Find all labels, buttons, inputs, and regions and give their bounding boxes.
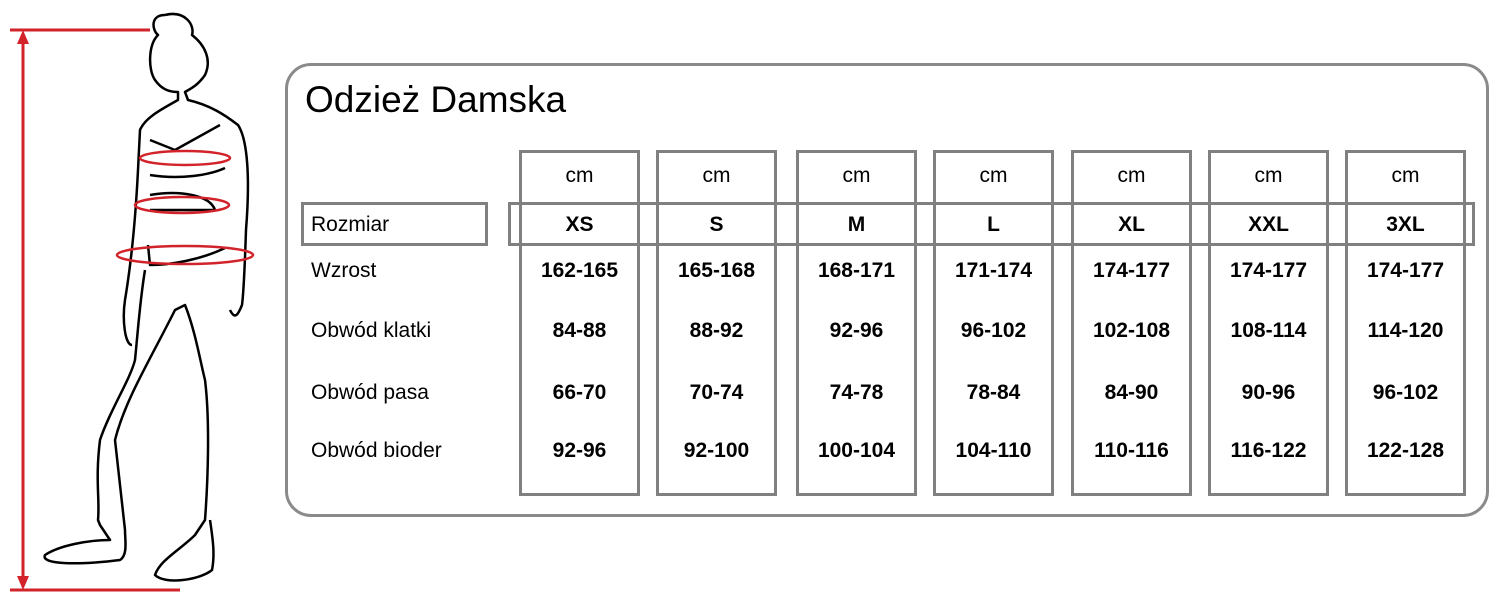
value-cell: 104-110: [955, 439, 1032, 462]
value-cell: 174-177: [1092, 259, 1171, 282]
value-cell: 66-70: [552, 381, 607, 404]
value-cell: 116-122: [1230, 439, 1307, 462]
unit-label: cm: [702, 164, 731, 187]
value-cell: 92-96: [829, 319, 884, 342]
value-cell: 84-88: [552, 319, 607, 342]
unit-label: cm: [1117, 164, 1146, 187]
unit-label: cm: [979, 164, 1008, 187]
row-label: Obwód klatki: [311, 319, 432, 342]
value-cell: 92-100: [683, 439, 750, 462]
size-column-l: [933, 150, 1054, 496]
size-column-s: [656, 150, 777, 496]
height-arrow-icon: [10, 28, 180, 592]
value-cell: 78-84: [966, 381, 1021, 404]
value-cell: 100-104: [817, 439, 896, 462]
chart-title: Odzież Damska: [305, 79, 567, 120]
value-cell: 74-78: [829, 381, 884, 404]
size-label-box: [301, 202, 488, 246]
size-column-xl: [1071, 150, 1192, 496]
unit-label: cm: [1254, 164, 1283, 187]
size-column-xs: [519, 150, 640, 496]
value-cell: 110-116: [1094, 439, 1169, 462]
size-header: XS: [565, 213, 594, 236]
size-row-box: [508, 202, 1475, 246]
woman-silhouette-icon: [43, 12, 250, 582]
size-header: S: [709, 213, 724, 236]
size-chart-panel: [285, 63, 1489, 517]
size-column-3xl: [1345, 150, 1466, 496]
unit-label: cm: [1391, 164, 1420, 187]
unit-label: cm: [565, 164, 594, 187]
value-cell: 96-102: [960, 319, 1027, 342]
size-header: L: [987, 213, 1000, 236]
size-column-m: [796, 150, 917, 496]
size-header: 3XL: [1386, 213, 1425, 236]
unit-label: cm: [842, 164, 871, 187]
size-label: Rozmiar: [311, 213, 390, 236]
value-cell: 174-177: [1366, 259, 1445, 282]
row-label: Obwód pasa: [311, 381, 429, 404]
size-header: M: [847, 213, 866, 236]
value-cell: 70-74: [689, 381, 744, 404]
body-measurement-figure: [10, 12, 255, 592]
value-cell: 88-92: [689, 319, 744, 342]
size-column-xxl: [1208, 150, 1329, 496]
value-cell: 108-114: [1230, 319, 1307, 342]
size-header: XL: [1118, 213, 1145, 236]
value-cell: 92-96: [552, 439, 607, 462]
value-cell: 162-165: [540, 259, 619, 282]
value-cell: 102-108: [1092, 319, 1171, 342]
value-cell: 171-174: [954, 259, 1033, 282]
row-label: Wzrost: [311, 259, 377, 282]
value-cell: 84-90: [1104, 381, 1159, 404]
value-cell: 96-102: [1372, 381, 1439, 404]
size-header: XXL: [1248, 213, 1289, 236]
value-cell: 114-120: [1367, 319, 1444, 342]
value-cell: 174-177: [1229, 259, 1308, 282]
value-cell: 168-171: [817, 259, 896, 282]
row-label: Obwód bioder: [311, 439, 442, 462]
value-cell: 90-96: [1241, 381, 1296, 404]
value-cell: 165-168: [677, 259, 756, 282]
measurement-rings-icon: [115, 149, 255, 266]
value-cell: 122-128: [1366, 439, 1445, 462]
